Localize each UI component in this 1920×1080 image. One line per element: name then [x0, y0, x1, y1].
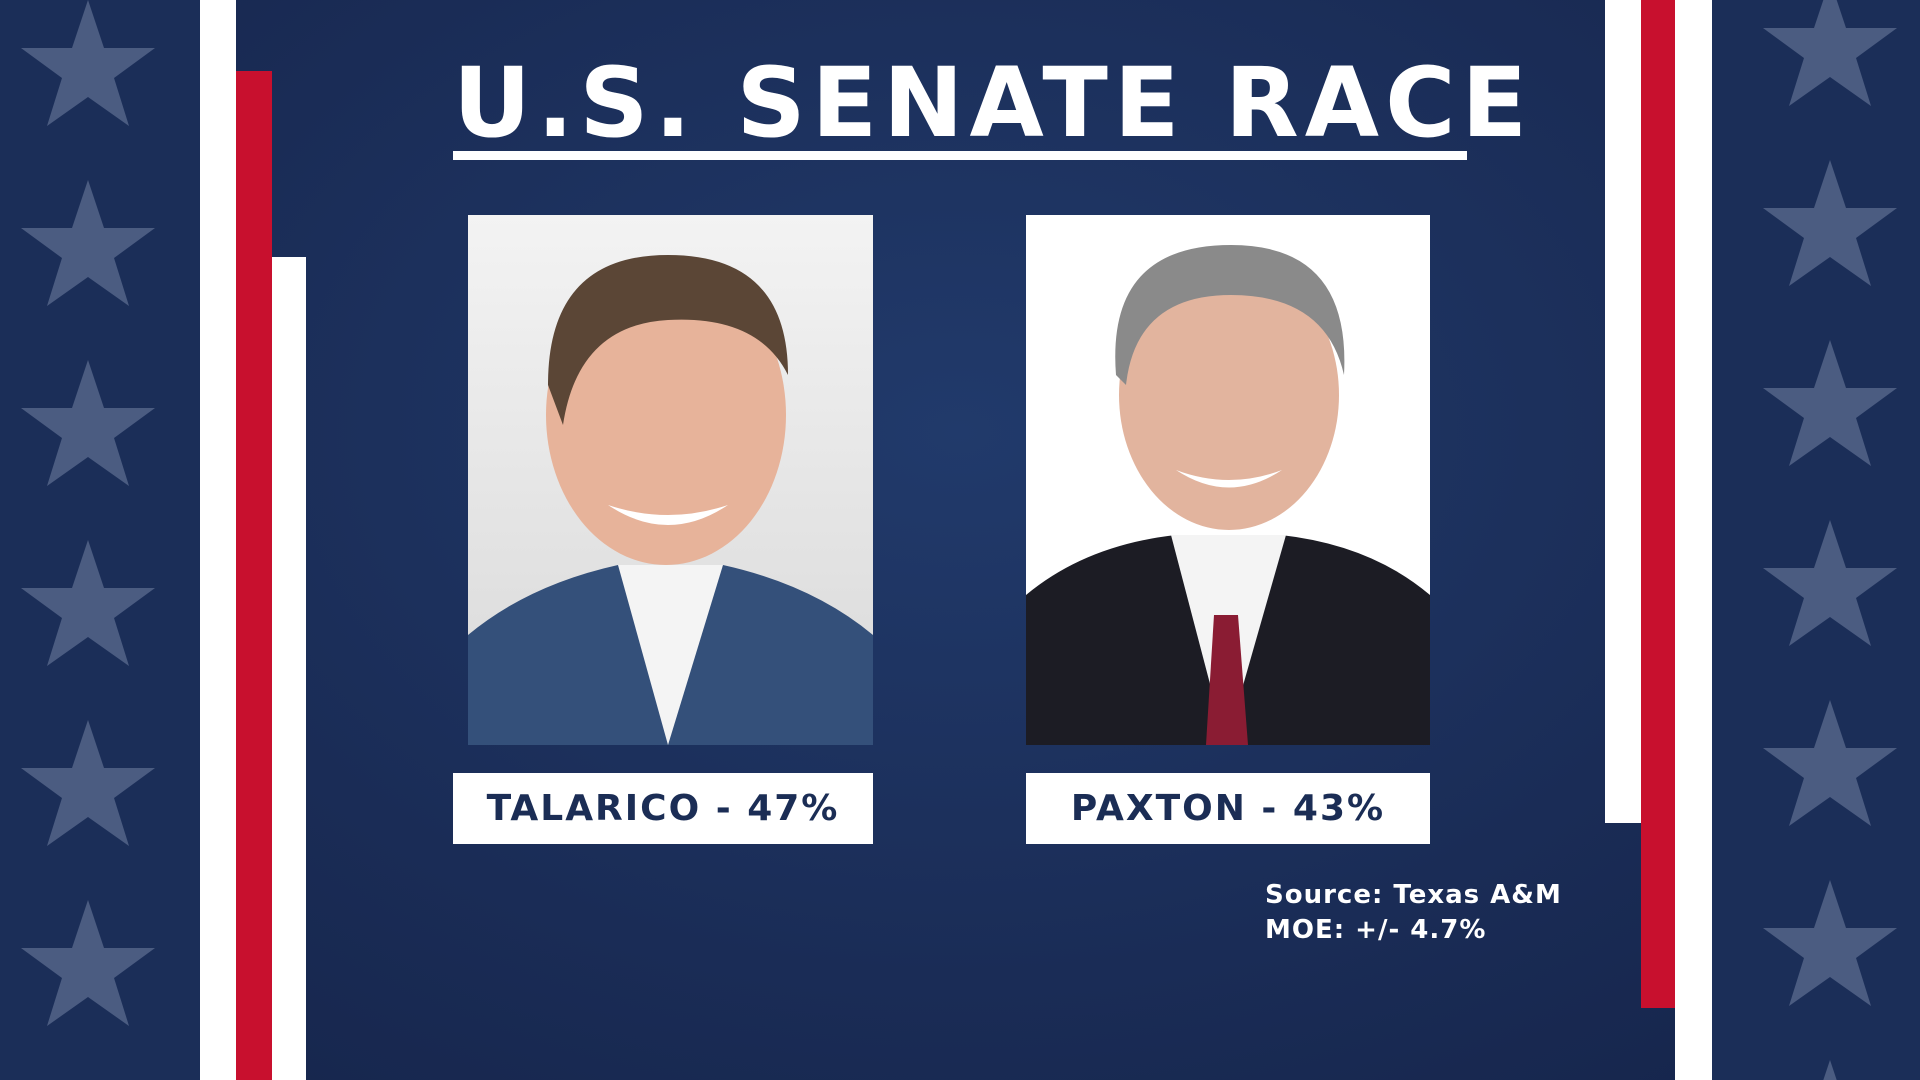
- stripe: [200, 0, 236, 1080]
- candidate-label: TALARICO - 47%: [453, 773, 873, 844]
- title: U.S. SENATE RACE: [453, 47, 1534, 159]
- stripe: [1641, 0, 1675, 1008]
- candidate-photo: [468, 215, 873, 745]
- margin-of-error: MOE: +/- 4.7%: [1265, 915, 1487, 945]
- stripe: [236, 71, 272, 1080]
- stripe: [272, 257, 306, 1080]
- title-underline: [453, 151, 1467, 160]
- candidate-photo: [1026, 215, 1430, 745]
- candidate-label: PAXTON - 43%: [1026, 773, 1430, 844]
- source: Source: Texas A&M: [1265, 880, 1562, 910]
- left-stars: [0, 0, 200, 1080]
- stripe: [1675, 0, 1712, 1080]
- right-stars: [1712, 0, 1920, 1080]
- stripe: [1605, 0, 1641, 823]
